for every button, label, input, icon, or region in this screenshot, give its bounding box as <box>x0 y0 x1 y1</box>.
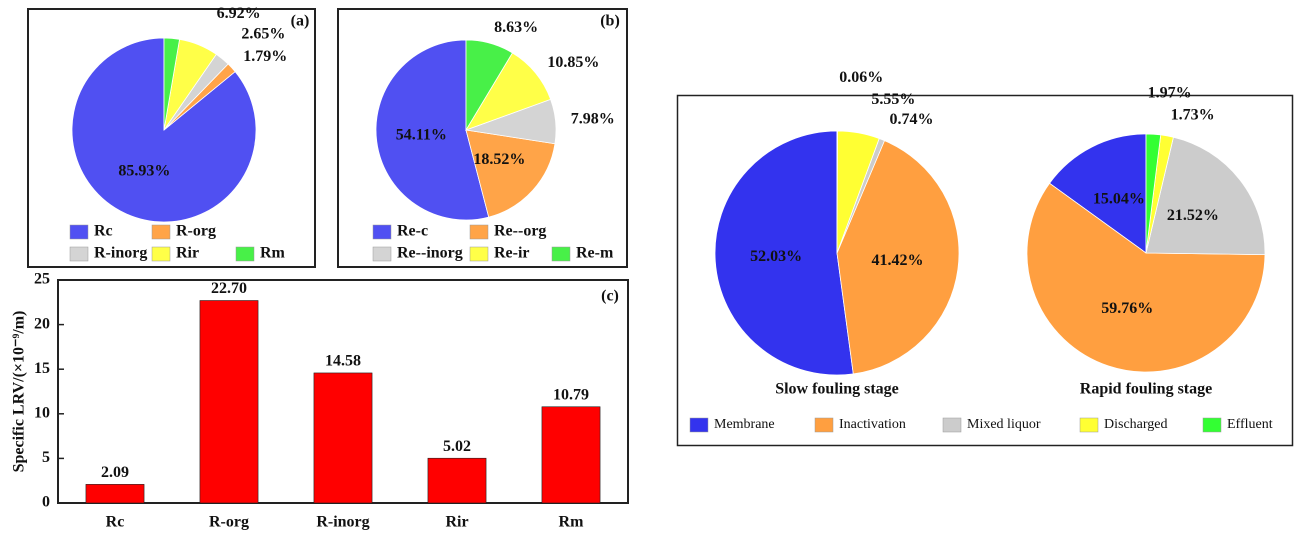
value-label: 15.04% <box>1093 191 1145 208</box>
x-tick-label: Rc <box>106 514 125 531</box>
pie-slice <box>375 39 490 221</box>
value-label: 10.79 <box>553 386 589 403</box>
pie-slice <box>465 39 513 132</box>
value-label: 10.85% <box>547 54 599 71</box>
legend-swatch <box>469 224 489 240</box>
value-label: 5.55% <box>871 91 915 108</box>
pie-slice <box>1145 136 1266 256</box>
legend-swatch <box>469 246 489 262</box>
legend-swatch <box>942 417 962 433</box>
value-label: 85.93% <box>118 162 170 179</box>
pie-slice <box>1145 133 1162 254</box>
legend-label: Rc <box>94 223 113 240</box>
legend-label: Inactivation <box>839 417 906 432</box>
legend-swatch <box>814 417 834 433</box>
legend-swatch <box>551 246 571 262</box>
legend-swatch <box>69 246 89 262</box>
pie-title: Rapid fouling stage <box>1080 381 1212 398</box>
legend-label: Re-c <box>397 223 428 240</box>
pie-slice <box>465 129 556 218</box>
x-tick-label: R-inorg <box>316 514 369 531</box>
panel-title: (c) <box>601 288 619 305</box>
value-label: 2.65% <box>241 26 285 43</box>
legend-label: Rm <box>260 245 286 262</box>
bar <box>541 406 601 504</box>
y-tick-label: 0 <box>42 494 50 511</box>
panel-title: (b) <box>600 13 620 30</box>
legend-label: Effluent <box>1227 417 1273 432</box>
value-label: 14.58 <box>325 353 361 370</box>
value-label: 18.52% <box>473 151 525 168</box>
value-label: 0.74% <box>889 111 933 128</box>
legend-swatch <box>235 246 255 262</box>
panel-d-frame <box>676 94 1294 447</box>
y-tick-label: 10 <box>34 404 50 421</box>
value-label: 8.63% <box>494 19 538 36</box>
x-tick-label: Rir <box>445 514 468 531</box>
legend-label: Rir <box>176 245 199 262</box>
y-tick-label: 15 <box>34 360 50 377</box>
bar <box>85 484 145 504</box>
legend-swatch <box>689 417 709 433</box>
value-label: 41.42% <box>871 252 923 269</box>
value-label: 54.11% <box>396 126 447 143</box>
y-tick-label: 20 <box>34 315 50 332</box>
value-label: 6.92% <box>217 5 261 22</box>
legend-swatch <box>1079 417 1099 433</box>
legend-swatch <box>151 246 171 262</box>
legend-label: Discharged <box>1104 417 1168 432</box>
legend-label: Mixed liquor <box>967 417 1041 432</box>
legend-swatch <box>372 224 392 240</box>
panel-b-frame <box>337 8 628 268</box>
pie-title: Slow fouling stage <box>775 381 899 398</box>
legend-label: R-org <box>176 223 216 240</box>
legend-label: Re-ir <box>494 245 530 262</box>
bar <box>199 300 259 504</box>
legend-label: Re-m <box>576 245 614 262</box>
x-tick-label: R-org <box>209 514 249 531</box>
value-label: 1.97% <box>1148 85 1192 102</box>
bar <box>313 372 373 504</box>
panel-title: (a) <box>291 13 310 30</box>
value-label: 5.02 <box>443 438 471 455</box>
x-tick-label: Rm <box>559 514 585 531</box>
legend-swatch <box>372 246 392 262</box>
bar <box>427 457 487 504</box>
value-label: 0.06% <box>839 69 883 86</box>
legend-swatch <box>151 224 171 240</box>
pie-slice <box>714 130 854 376</box>
pie-slice <box>1049 133 1147 254</box>
y-tick-label: 5 <box>42 449 50 466</box>
panel-a-frame <box>27 8 316 268</box>
value-label: 7.98% <box>571 110 615 127</box>
y-tick-label: 25 <box>34 271 50 288</box>
value-label: 1.73% <box>1171 107 1215 124</box>
value-label: 2.09 <box>101 464 129 481</box>
pie-slice <box>71 37 257 223</box>
value-label: 22.70 <box>211 280 247 297</box>
y-axis-label: Specific LRV/(×10⁻⁹/m) <box>11 311 28 473</box>
legend-label: Membrane <box>714 417 775 432</box>
legend-label: R-inorg <box>94 245 147 262</box>
pie-slice <box>1026 182 1266 373</box>
value-label: 21.52% <box>1167 207 1219 224</box>
legend-swatch <box>1202 417 1222 433</box>
value-label: 2.7% <box>176 0 212 2</box>
legend-label: Re--inorg <box>397 245 463 262</box>
pie-slice <box>163 37 180 131</box>
legend-label: Re--org <box>494 223 546 240</box>
value-label: 52.03% <box>750 248 802 265</box>
value-label: 1.79% <box>243 48 287 65</box>
pie-slice <box>836 140 960 375</box>
value-label: 59.76% <box>1101 300 1153 317</box>
legend-swatch <box>69 224 89 240</box>
